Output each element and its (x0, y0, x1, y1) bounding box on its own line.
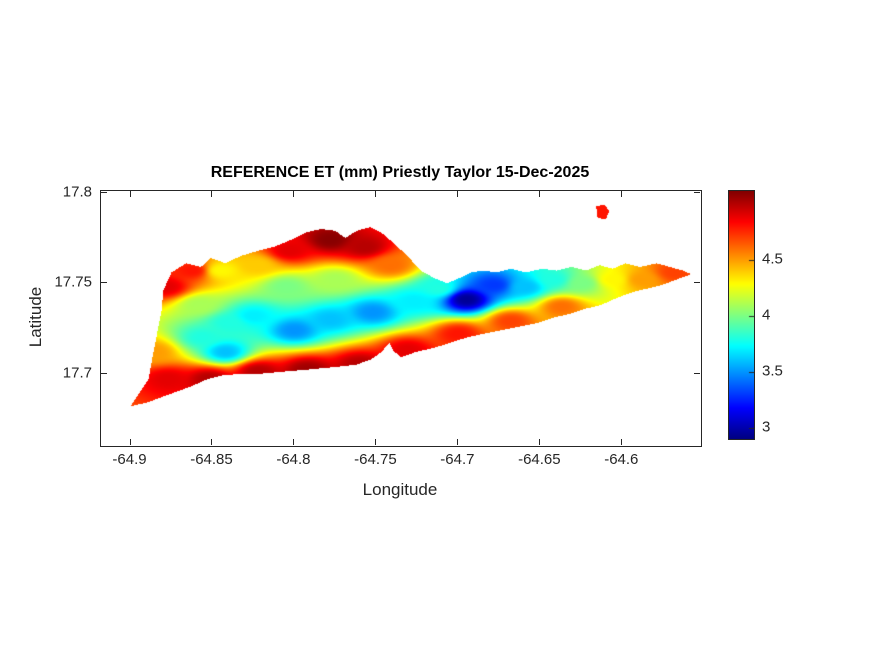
x-tick-mark (621, 191, 622, 197)
y-tick-mark (101, 373, 107, 374)
x-tick-mark (293, 191, 294, 197)
y-tick-label: 17.7 (62, 364, 92, 382)
x-tick-mark (539, 191, 540, 197)
x-tick-mark (457, 191, 458, 197)
heatmap-canvas (101, 191, 701, 446)
x-tick-label: -64.7 (440, 451, 475, 468)
y-tick-mark (694, 373, 700, 374)
colorbar-tick-label: 4.5 (762, 250, 783, 268)
colorbar (728, 190, 755, 440)
x-tick-mark (130, 191, 131, 197)
x-tick-label: -64.75 (354, 451, 397, 468)
colorbar-tick-label: 3.5 (762, 362, 783, 380)
plot-area (100, 190, 702, 447)
x-tick-label: -64.8 (276, 451, 311, 468)
y-tick-mark (694, 282, 700, 283)
y-tick-label: 17.8 (62, 183, 92, 201)
x-tick-mark (130, 439, 131, 445)
colorbar-tick-label: 4 (762, 306, 771, 324)
x-tick-mark (539, 439, 540, 445)
x-tick-label: -64.85 (190, 451, 233, 468)
x-tick-label: -64.9 (112, 451, 147, 468)
x-tick-mark (375, 191, 376, 197)
y-tick-label: 17.75 (54, 273, 92, 291)
x-axis-label: Longitude (362, 480, 438, 499)
y-tick-mark (694, 192, 700, 193)
x-tick-mark (621, 439, 622, 445)
y-axis-label: Latitude (26, 286, 45, 348)
x-tick-label: -64.65 (518, 451, 561, 468)
chart-title: REFERENCE ET (mm) Priestly Taylor 15-Dec… (210, 164, 590, 181)
x-tick-mark (211, 191, 212, 197)
x-tick-label: -64.6 (604, 451, 639, 468)
y-tick-mark (101, 282, 107, 283)
x-tick-mark (457, 439, 458, 445)
colorbar-tick-label: 3 (762, 418, 771, 436)
colorbar-canvas (729, 191, 754, 439)
y-tick-mark (101, 192, 107, 193)
x-tick-mark (375, 439, 376, 445)
x-tick-mark (293, 439, 294, 445)
x-tick-mark (211, 439, 212, 445)
